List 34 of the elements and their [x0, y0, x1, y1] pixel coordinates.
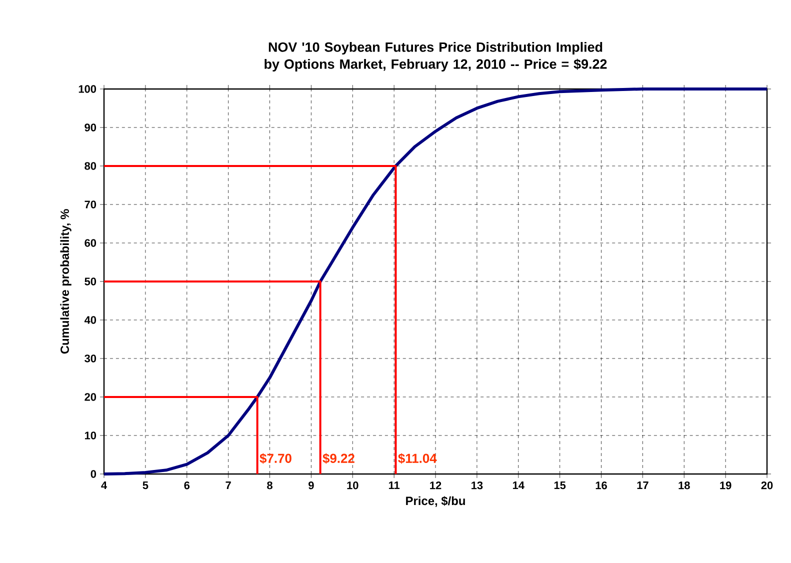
x-tick-label: 14	[512, 482, 524, 490]
x-tick-label: 6	[184, 482, 190, 490]
y-tick-label: 80	[84, 162, 96, 170]
x-tick-label: 7	[226, 482, 231, 490]
x-tick-label: 16	[596, 482, 607, 490]
x-tick-label: 13	[472, 482, 483, 490]
y-tick-label: 50	[84, 278, 96, 286]
y-tick-label: 60	[84, 239, 96, 247]
x-tick-label: 18	[678, 482, 690, 490]
x-tick-label: 11	[388, 482, 400, 490]
x-tick-label: 20	[761, 482, 773, 490]
x-tick-label: 17	[637, 482, 648, 490]
y-tick-label: 0	[90, 470, 96, 478]
x-tick-label: 19	[720, 482, 732, 490]
chart-title: NOV '10 Soybean Futures Price Distribution Implied by Options Market, February 12, 2010 -- Price = $9.22	[264, 42, 607, 72]
x-tick-label: 4	[101, 482, 107, 490]
y-tick-label: 30	[84, 354, 96, 362]
y-tick-label: 70	[84, 200, 96, 208]
x-tick-label: 5	[142, 482, 148, 490]
annotation: $11.04	[398, 453, 437, 464]
annotation: $9.22	[322, 453, 354, 464]
x-tick-label: 10	[347, 482, 358, 490]
y-tick-label: 10	[84, 432, 96, 440]
x-tick-label: 8	[267, 482, 272, 490]
y-tick-label: 90	[84, 124, 96, 132]
y-tick-label: 40	[84, 316, 96, 324]
y-tick-label: 100	[78, 85, 96, 93]
y-tick-label: 20	[84, 393, 96, 401]
x-tick-label: 12	[430, 482, 442, 490]
x-tick-label: 15	[554, 482, 566, 490]
y-axis-title: Cumulative probability, %	[60, 209, 72, 354]
x-tick-label: 9	[308, 482, 314, 490]
annotation: $7.70	[260, 453, 292, 464]
x-axis-title: Price, $/bu	[406, 496, 465, 507]
